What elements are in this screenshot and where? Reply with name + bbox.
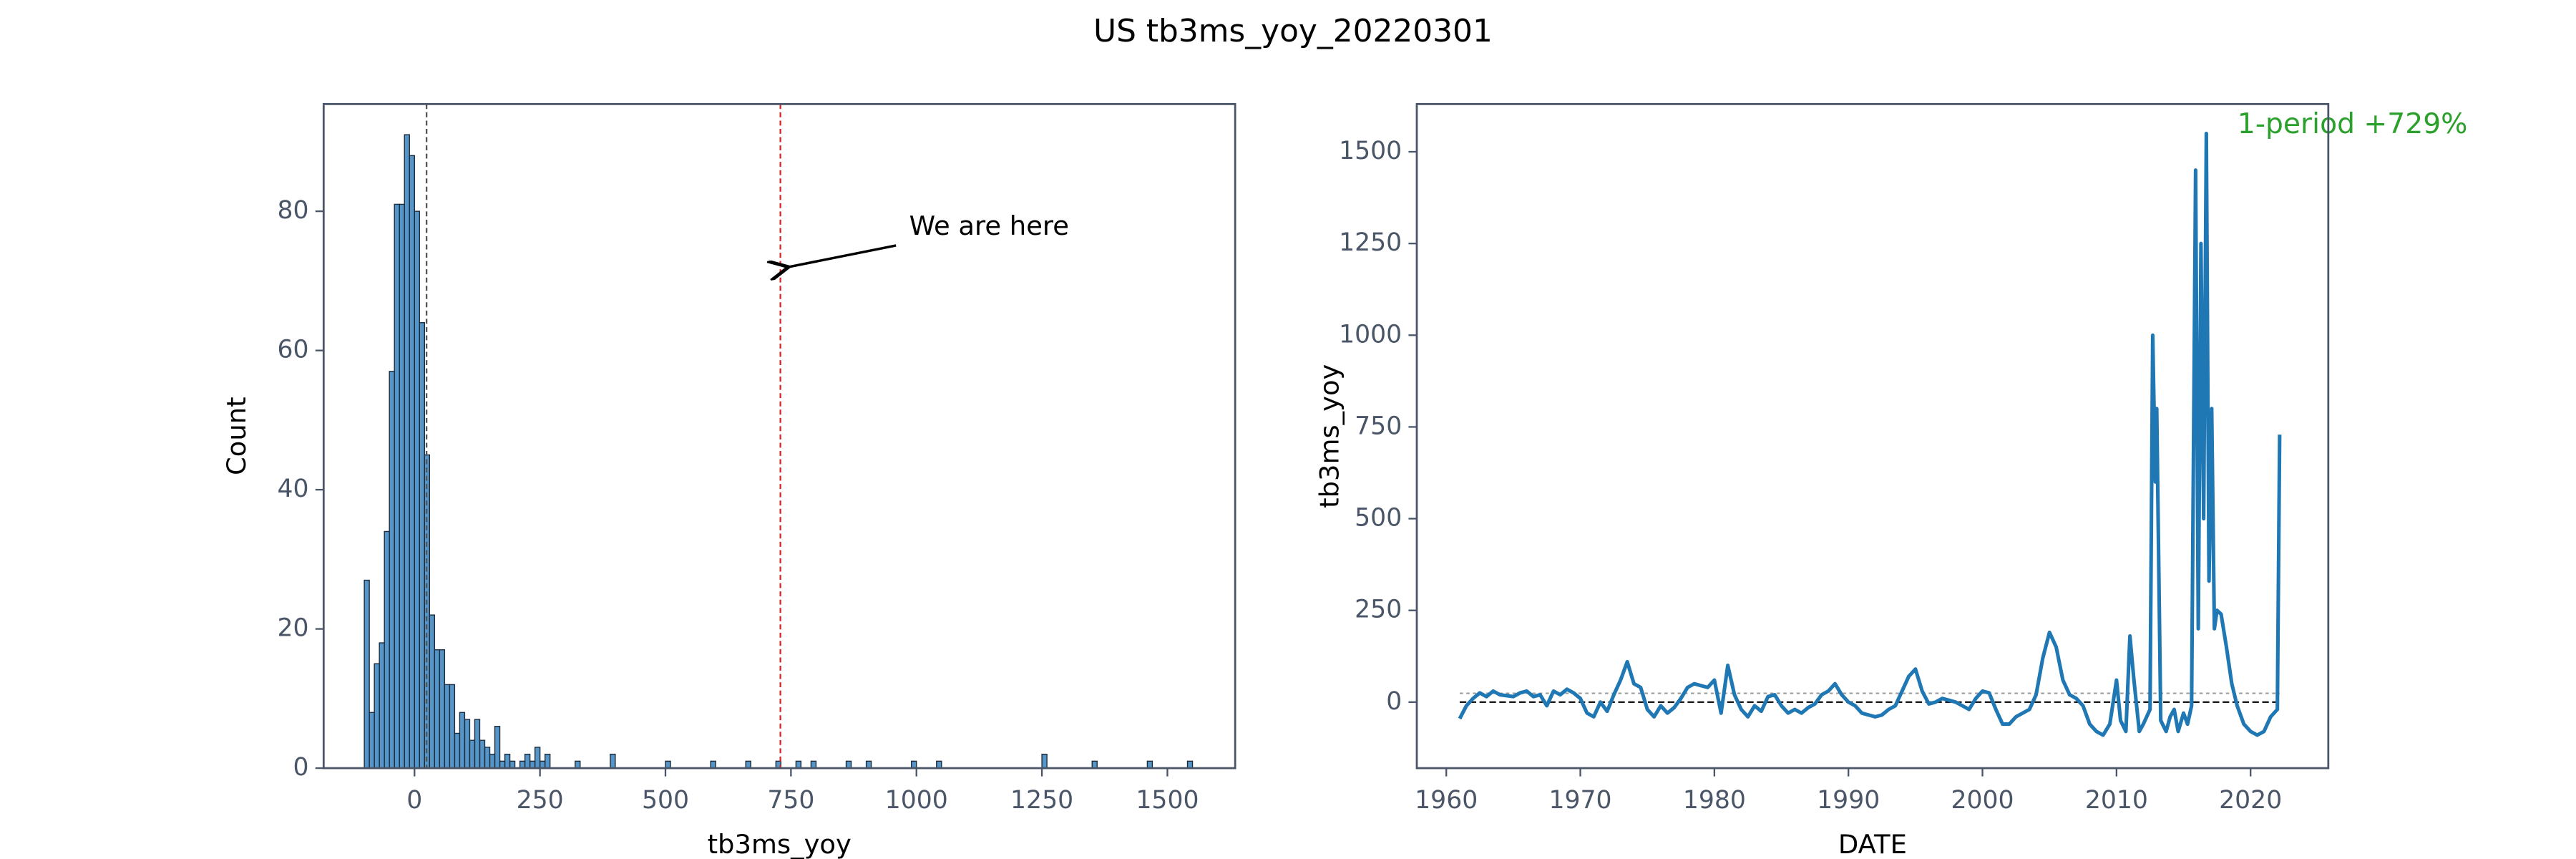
bar (474, 719, 481, 769)
bar (504, 753, 511, 769)
x-tick-label: 1250 (1010, 786, 1073, 815)
bar (429, 614, 436, 769)
line-series (1458, 131, 2282, 737)
bar (1041, 753, 1048, 769)
bar (454, 732, 461, 769)
bar (845, 760, 852, 769)
y-axis-label: Count (221, 397, 252, 475)
figure-title: US tb3ms_yoy_20220301 (1093, 13, 1493, 49)
bar (379, 642, 385, 769)
bar (489, 753, 496, 769)
x-axis-label: tb3ms_yoy (708, 829, 852, 859)
bar (419, 322, 425, 769)
bar (539, 760, 546, 769)
y-tick-label: 60 (277, 336, 308, 364)
bar (1146, 760, 1153, 769)
bar (459, 712, 466, 769)
x-tick-label: 0 (406, 786, 422, 815)
bar (444, 684, 451, 769)
y-tick-label: 500 (1355, 504, 1402, 533)
y-tick-label: 0 (1386, 687, 1402, 716)
x-tick-label: 2020 (2219, 786, 2282, 815)
bar (509, 760, 516, 769)
x-tick-label: 500 (642, 786, 689, 815)
y-tick-label: 1250 (1339, 228, 1402, 257)
bar (384, 530, 390, 769)
bar (434, 649, 441, 769)
bar (936, 760, 942, 769)
bar (364, 579, 370, 769)
x-tick-label: 1990 (1817, 786, 1880, 815)
bar (1091, 760, 1098, 769)
y-tick-label: 0 (293, 753, 309, 782)
bar (810, 760, 817, 769)
bar (394, 203, 400, 769)
bar (665, 760, 671, 769)
x-tick-label: 1960 (1415, 786, 1478, 815)
bar (374, 663, 380, 769)
bar (529, 760, 536, 769)
x-tick-label: 1500 (1136, 786, 1199, 815)
plot-frame (1415, 103, 2330, 770)
x-tick-label: 2010 (2085, 786, 2148, 815)
bar (499, 760, 506, 769)
bar (1186, 760, 1194, 769)
x-tick-label: 250 (517, 786, 564, 815)
bar (464, 719, 471, 769)
y-tick-label: 40 (277, 475, 308, 503)
bar (911, 760, 917, 769)
bar (795, 760, 802, 769)
x-axis-label: DATE (1838, 829, 1907, 859)
x-tick-label: 1000 (885, 786, 948, 815)
annotation: We are here (909, 210, 1069, 241)
bar (404, 134, 410, 769)
bar (865, 760, 872, 769)
annotation-arrow (789, 244, 897, 267)
bar (389, 371, 395, 769)
annotation: 1-period +729% (2238, 108, 2468, 140)
y-tick-label: 80 (277, 196, 308, 225)
y-tick-label: 750 (1355, 412, 1402, 440)
bar (469, 739, 476, 769)
bar (439, 649, 446, 769)
bar (534, 747, 541, 769)
bar (479, 739, 486, 769)
bar (399, 203, 405, 769)
x-tick-label: 1970 (1548, 786, 1611, 815)
bar (710, 760, 716, 769)
bar (494, 726, 501, 769)
bar (610, 753, 616, 769)
bar (745, 760, 751, 769)
plot-frame (322, 103, 1236, 770)
y-tick-label: 250 (1355, 596, 1402, 624)
bar (409, 155, 415, 769)
y-tick-label: 20 (277, 614, 308, 643)
bar (484, 747, 491, 769)
x-tick-label: 1980 (1683, 786, 1746, 815)
y-tick-label: 1500 (1339, 137, 1402, 165)
x-tick-label: 2000 (1951, 786, 2014, 815)
bar (575, 760, 581, 769)
bar (524, 753, 531, 769)
bar (414, 210, 420, 769)
y-tick-label: 1000 (1339, 320, 1402, 349)
bar (519, 760, 526, 769)
y-axis-label: tb3ms_yoy (1314, 364, 1345, 508)
bar (449, 684, 456, 769)
x-tick-label: 750 (767, 786, 814, 815)
bar (544, 753, 551, 769)
bar (369, 712, 375, 769)
